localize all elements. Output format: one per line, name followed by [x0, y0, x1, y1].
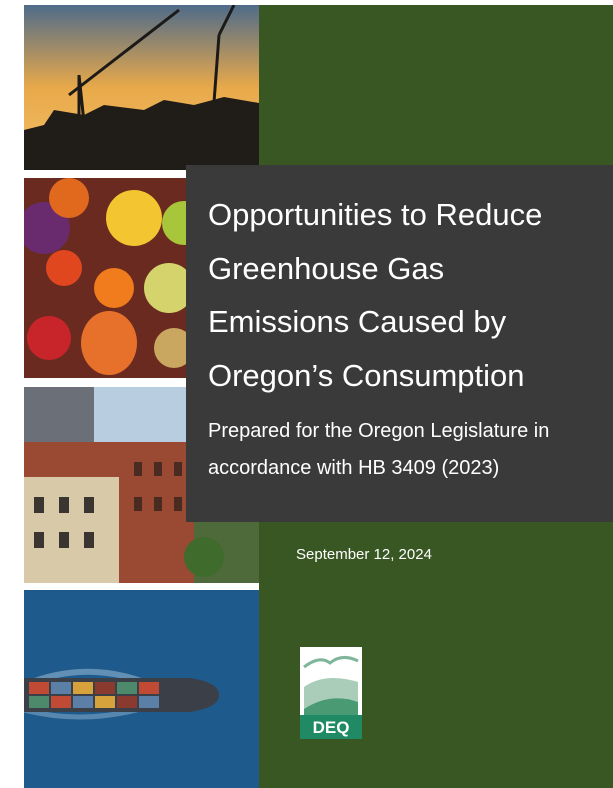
- ship-photo: [24, 590, 259, 788]
- logo-text: DEQ: [313, 718, 350, 737]
- date: September 12, 2024: [296, 546, 432, 563]
- subtitle: Prepared for the Oregon Legislature in a…: [208, 413, 580, 487]
- title: Opportunities to Reduce Greenhouse Gas E…: [208, 188, 580, 402]
- deq-logo: DEQ: [300, 647, 362, 739]
- page: Opportunities to Reduce Greenhouse Gas E…: [0, 0, 613, 788]
- construction-photo: [24, 5, 259, 170]
